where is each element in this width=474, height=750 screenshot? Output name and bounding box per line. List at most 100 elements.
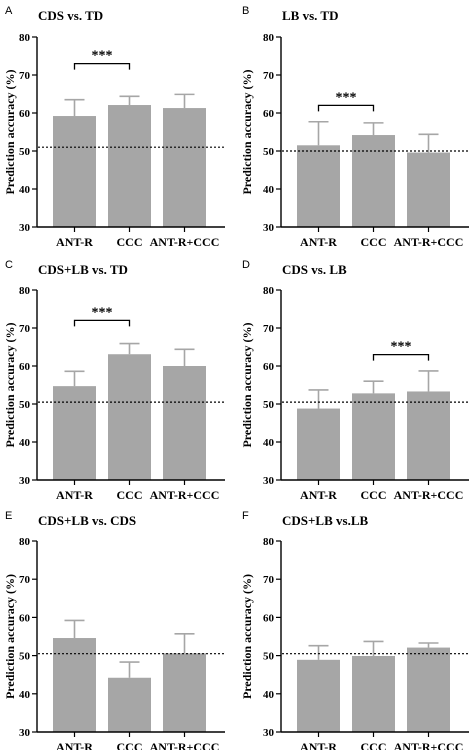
x-tick-label: ANT-R+CCC (394, 740, 464, 750)
x-tick-label: ANT-R+CCC (150, 488, 220, 502)
x-tick-label: ANT-R (300, 488, 337, 502)
panel-d: D CDS vs. LB Prediction accuracy (%) 30 40 50… (240, 259, 469, 502)
y-axis-label: Prediction accuracy (%) (3, 574, 17, 699)
x-tick-label: ANT-R+CCC (150, 235, 220, 249)
bar-ant-r-ccc (163, 108, 206, 227)
panel-title: CDS+LB vs.LB (282, 513, 368, 528)
x-tick-label: CCC (361, 740, 387, 750)
y-tick-label: 30 (263, 222, 275, 234)
panel-title: CDS+LB vs. CDS (38, 513, 136, 528)
panel-c: C CDS+LB vs. TD Prediction accuracy (%) 30 4… (3, 259, 225, 502)
significance-bracket (73, 62, 131, 70)
significance-label: *** (391, 340, 412, 355)
panel-b: B LB vs. TD Prediction accuracy (%) 30 40 50 6… (240, 5, 469, 249)
y-tick-label: 70 (19, 323, 31, 335)
y-tick-label: 50 (19, 146, 31, 158)
panel-letter: B (242, 5, 249, 17)
y-tick-label: 30 (19, 475, 31, 487)
y-tick-label: 80 (263, 536, 275, 548)
y-tick-label: 40 (263, 437, 275, 449)
panel-letter: E (5, 510, 12, 522)
y-tick-label: 60 (19, 108, 31, 120)
y-tick-label: 50 (19, 651, 31, 663)
y-tick-label: 70 (19, 70, 31, 82)
bar-ant-r (297, 408, 340, 480)
panel-title: CDS vs. TD (38, 8, 103, 23)
y-tick-label: 80 (19, 536, 31, 548)
bar-ccc (108, 677, 151, 732)
panel-letter: A (5, 5, 13, 17)
y-tick-label: 70 (263, 323, 275, 335)
y-axis-label: Prediction accuracy (%) (3, 322, 17, 447)
y-tick-label: 50 (263, 146, 275, 158)
bar-ccc (108, 105, 151, 227)
x-tick-label: ANT-R (56, 488, 93, 502)
significance-label: *** (92, 305, 113, 320)
bar-ccc (352, 393, 395, 480)
bar-ant-r (297, 659, 340, 732)
y-tick-label: 30 (263, 727, 275, 739)
y-tick-label: 40 (19, 437, 31, 449)
bar-ccc (352, 135, 395, 227)
bar-ccc (352, 655, 395, 732)
bar-ant-r (53, 386, 96, 480)
y-tick-label: 50 (263, 399, 275, 411)
y-axis-label: Prediction accuracy (%) (240, 574, 254, 699)
bar-ant-r-ccc (407, 152, 450, 227)
x-tick-label: ANT-R (56, 740, 93, 750)
bar-ant-r (53, 116, 96, 227)
x-tick-label: CCC (117, 740, 143, 750)
x-tick-label: CCC (117, 235, 143, 249)
y-tick-label: 40 (19, 689, 31, 701)
significance-bracket (73, 319, 131, 327)
bar-ccc (108, 354, 151, 480)
panel-e: E CDS+LB vs. CDS Prediction accuracy (%) 30… (3, 510, 225, 750)
y-tick-label: 60 (19, 361, 31, 373)
y-tick-label: 50 (263, 651, 275, 663)
y-tick-label: 30 (19, 222, 31, 234)
y-axis-label: Prediction accuracy (%) (3, 69, 17, 194)
y-tick-label: 80 (263, 285, 275, 297)
panel-title: CDS+LB vs. TD (38, 262, 128, 277)
x-tick-label: ANT-R+CCC (394, 488, 464, 502)
y-axis-label: Prediction accuracy (%) (240, 69, 254, 194)
y-tick-label: 60 (263, 361, 275, 373)
panel-f: F CDS+LB vs.LB Prediction accuracy (%) 30 40… (240, 510, 469, 750)
y-tick-label: 40 (263, 184, 275, 196)
bar-ant-r-ccc (163, 653, 206, 732)
x-tick-label: ANT-R (56, 235, 93, 249)
x-tick-label: CCC (361, 488, 387, 502)
panel-letter: C (5, 259, 13, 271)
x-tick-label: ANT-R+CCC (394, 235, 464, 249)
y-tick-label: 50 (19, 399, 31, 411)
x-tick-label: CCC (117, 488, 143, 502)
x-tick-label: ANT-R (300, 740, 337, 750)
significance-bracket (317, 104, 375, 112)
bar-ant-r-ccc (163, 366, 206, 480)
x-tick-label: CCC (361, 235, 387, 249)
y-tick-label: 80 (19, 285, 31, 297)
bar-ant-r-ccc (407, 391, 450, 480)
y-tick-label: 60 (263, 612, 275, 624)
panel-title: CDS vs. LB (282, 262, 347, 277)
y-tick-label: 60 (263, 108, 275, 120)
panel-letter: D (242, 259, 250, 271)
bar-ant-r (297, 145, 340, 227)
significance-label: *** (92, 49, 113, 64)
y-tick-label: 80 (19, 32, 31, 44)
y-tick-label: 40 (263, 689, 275, 701)
y-axis-label: Prediction accuracy (%) (240, 322, 254, 447)
y-tick-label: 70 (263, 70, 275, 82)
y-tick-label: 70 (263, 574, 275, 586)
y-tick-label: 70 (19, 574, 31, 586)
significance-label: *** (336, 90, 357, 105)
panel-letter: F (242, 510, 249, 522)
y-tick-label: 30 (19, 727, 31, 739)
y-tick-label: 30 (263, 475, 275, 487)
panel-title: LB vs. TD (282, 8, 338, 23)
y-tick-label: 60 (19, 612, 31, 624)
y-tick-label: 80 (263, 32, 275, 44)
y-tick-label: 40 (19, 184, 31, 196)
significance-bracket (372, 353, 430, 361)
